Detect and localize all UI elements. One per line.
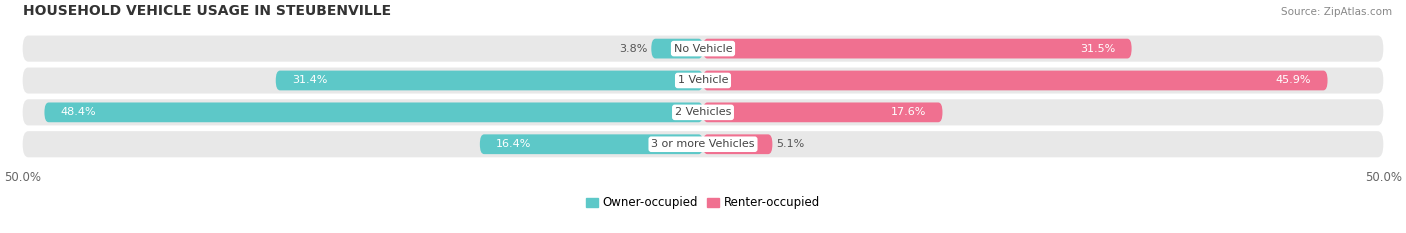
Text: Source: ZipAtlas.com: Source: ZipAtlas.com xyxy=(1281,7,1392,17)
Text: 31.4%: 31.4% xyxy=(292,75,328,86)
FancyBboxPatch shape xyxy=(22,35,1384,62)
Text: HOUSEHOLD VEHICLE USAGE IN STEUBENVILLE: HOUSEHOLD VEHICLE USAGE IN STEUBENVILLE xyxy=(22,4,391,18)
FancyBboxPatch shape xyxy=(22,131,1384,157)
FancyBboxPatch shape xyxy=(651,39,703,58)
Text: 3 or more Vehicles: 3 or more Vehicles xyxy=(651,139,755,149)
FancyBboxPatch shape xyxy=(45,103,703,122)
FancyBboxPatch shape xyxy=(22,99,1384,125)
Text: 5.1%: 5.1% xyxy=(776,139,804,149)
Text: 3.8%: 3.8% xyxy=(619,44,647,54)
FancyBboxPatch shape xyxy=(703,134,772,154)
Text: 48.4%: 48.4% xyxy=(60,107,97,117)
FancyBboxPatch shape xyxy=(22,67,1384,94)
Text: 17.6%: 17.6% xyxy=(891,107,927,117)
Text: No Vehicle: No Vehicle xyxy=(673,44,733,54)
FancyBboxPatch shape xyxy=(703,71,1327,90)
Text: 2 Vehicles: 2 Vehicles xyxy=(675,107,731,117)
Legend: Owner-occupied, Renter-occupied: Owner-occupied, Renter-occupied xyxy=(581,192,825,214)
FancyBboxPatch shape xyxy=(276,71,703,90)
Text: 45.9%: 45.9% xyxy=(1275,75,1312,86)
FancyBboxPatch shape xyxy=(703,103,942,122)
FancyBboxPatch shape xyxy=(479,134,703,154)
FancyBboxPatch shape xyxy=(703,39,1132,58)
Text: 16.4%: 16.4% xyxy=(496,139,531,149)
Text: 1 Vehicle: 1 Vehicle xyxy=(678,75,728,86)
Text: 31.5%: 31.5% xyxy=(1080,44,1115,54)
